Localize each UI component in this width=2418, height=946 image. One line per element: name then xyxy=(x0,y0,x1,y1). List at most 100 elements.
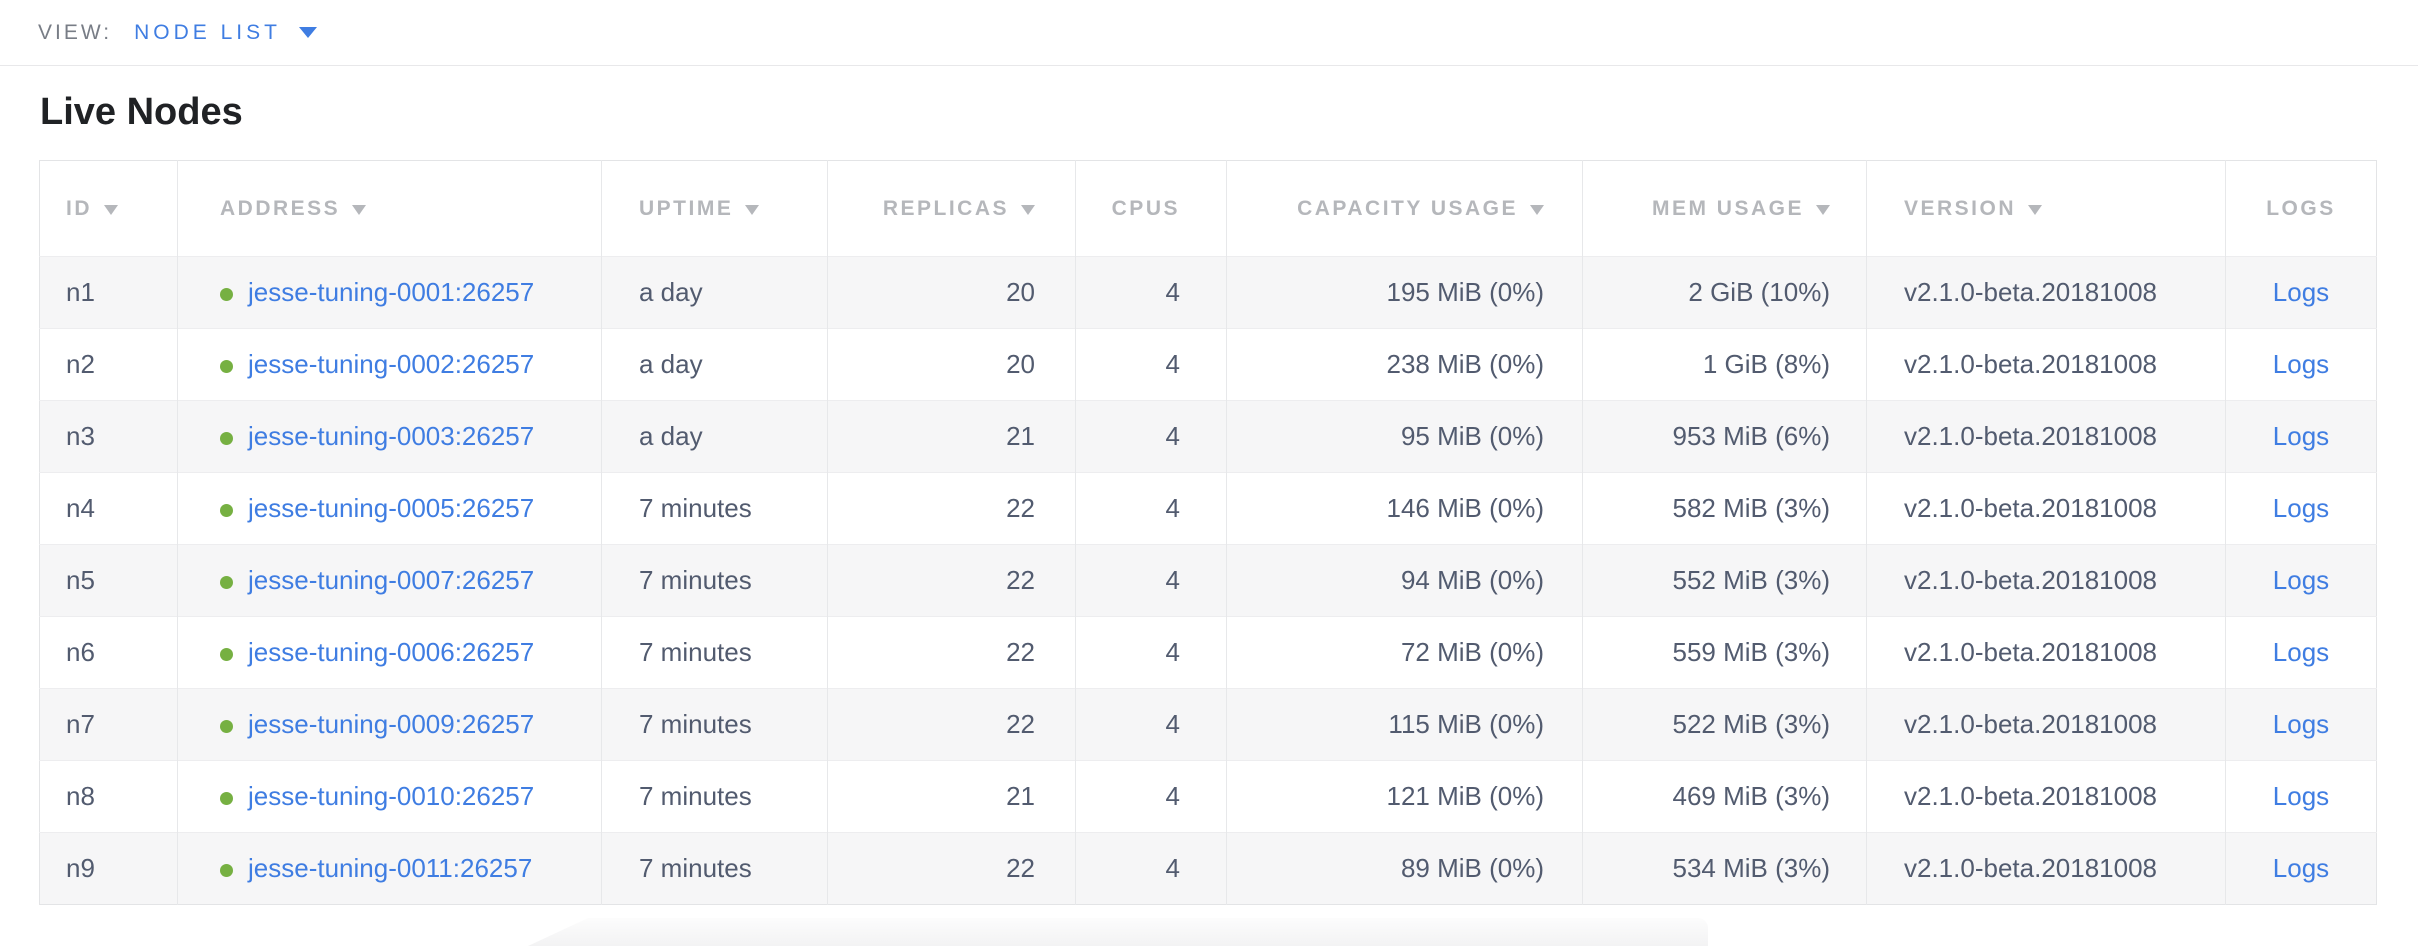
node-address-link[interactable]: jesse-tuning-0002:26257 xyxy=(248,349,535,379)
page-title: Live Nodes xyxy=(40,91,243,133)
cell-address: jesse-tuning-0011:26257 xyxy=(177,832,602,905)
cell-version: v2.1.0-beta.20181008 xyxy=(1866,400,2226,473)
cell-capacity: 238 MiB (0%) xyxy=(1226,328,1583,401)
cell-uptime: a day xyxy=(601,256,828,329)
cell-replicas: 20 xyxy=(827,328,1076,401)
column-header-address[interactable]: ADDRESS xyxy=(177,160,602,257)
logs-link[interactable]: Logs xyxy=(2272,637,2330,667)
live-status-icon xyxy=(220,792,233,805)
cell-version: v2.1.0-beta.20181008 xyxy=(1866,832,2226,905)
node-address-link[interactable]: jesse-tuning-0011:26257 xyxy=(248,853,533,883)
table-row: n2 jesse-tuning-0002:26257 a day 20 4 238 MiB… xyxy=(39,328,2377,401)
cell-uptime: 7 minutes xyxy=(601,544,828,617)
cell-address: jesse-tuning-0010:26257 xyxy=(177,760,602,833)
cell-mem: 1 GiB (8%) xyxy=(1582,328,1867,401)
cell-uptime: 7 minutes xyxy=(601,472,828,545)
cell-id: n4 xyxy=(66,493,95,523)
cell-replicas: 22 xyxy=(827,688,1076,761)
logs-link[interactable]: Logs xyxy=(2272,349,2330,379)
logs-link[interactable]: Logs xyxy=(2272,709,2330,739)
column-header-label: MEM USAGE xyxy=(1651,196,1804,220)
cell-uptime: 7 minutes xyxy=(601,688,828,761)
cell-capacity: 89 MiB (0%) xyxy=(1226,832,1583,905)
table-row: n5 jesse-tuning-0007:26257 7 minutes 22 4 94 … xyxy=(39,544,2377,617)
column-header-label: CPUS xyxy=(1111,196,1180,220)
node-address-link[interactable]: jesse-tuning-0006:26257 xyxy=(248,637,535,667)
column-header-replicas[interactable]: REPLICAS xyxy=(827,160,1076,257)
cell-uptime: a day xyxy=(601,328,828,401)
cell-logs: Logs xyxy=(2225,616,2377,689)
live-status-icon xyxy=(220,864,233,877)
node-address-link[interactable]: jesse-tuning-0009:26257 xyxy=(248,709,535,739)
cell-capacity: 72 MiB (0%) xyxy=(1226,616,1583,689)
table-row: n1 jesse-tuning-0001:26257 a day 20 4 195 MiB… xyxy=(39,256,2377,329)
sort-desc-icon xyxy=(2028,204,2043,215)
logs-link[interactable]: Logs xyxy=(2272,493,2330,523)
node-address-link[interactable]: jesse-tuning-0001:26257 xyxy=(248,277,535,307)
cell-id: n5 xyxy=(66,565,95,595)
cell-version: v2.1.0-beta.20181008 xyxy=(1866,616,2226,689)
sort-desc-icon xyxy=(745,204,760,215)
cell-logs: Logs xyxy=(2225,760,2377,833)
cell-uptime: 7 minutes xyxy=(601,616,828,689)
sort-desc-icon xyxy=(352,204,367,215)
column-header-version[interactable]: VERSION xyxy=(1866,160,2226,257)
column-header-label: UPTIME xyxy=(639,196,734,220)
cell-mem: 559 MiB (3%) xyxy=(1582,616,1867,689)
column-header-label: LOGS xyxy=(2266,196,2336,220)
table-row: n7 jesse-tuning-0009:26257 7 minutes 22 4 115… xyxy=(39,688,2377,761)
cell-capacity: 195 MiB (0%) xyxy=(1226,256,1583,329)
cell-address: jesse-tuning-0001:26257 xyxy=(177,256,602,329)
logs-link[interactable]: Logs xyxy=(2272,853,2330,883)
cell-replicas: 22 xyxy=(827,832,1076,905)
cell-cpus: 4 xyxy=(1075,616,1227,689)
cell-replicas: 22 xyxy=(827,616,1076,689)
view-selector-bar: VIEW: NODE LIST xyxy=(0,0,2418,66)
cell-uptime: a day xyxy=(601,400,828,473)
column-header-label: CAPACITY USAGE xyxy=(1297,196,1518,220)
cell-mem: 582 MiB (3%) xyxy=(1582,472,1867,545)
cell-cpus: 4 xyxy=(1075,328,1227,401)
column-header-uptime[interactable]: UPTIME xyxy=(601,160,828,257)
caret-down-icon xyxy=(298,27,317,38)
column-header-mem[interactable]: MEM USAGE xyxy=(1582,160,1867,257)
cell-cpus: 4 xyxy=(1075,472,1227,545)
cell-replicas: 20 xyxy=(827,256,1076,329)
cell-cpus: 4 xyxy=(1075,400,1227,473)
cell-replicas: 22 xyxy=(827,472,1076,545)
logs-link[interactable]: Logs xyxy=(2272,421,2330,451)
node-address-link[interactable]: jesse-tuning-0005:26257 xyxy=(248,493,535,523)
logs-link[interactable]: Logs xyxy=(2272,277,2330,307)
cell-address: jesse-tuning-0006:26257 xyxy=(177,616,602,689)
logs-link[interactable]: Logs xyxy=(2272,565,2330,595)
logs-link[interactable]: Logs xyxy=(2272,781,2330,811)
cell-uptime: 7 minutes xyxy=(601,760,828,833)
column-header-id[interactable]: ID xyxy=(39,160,178,257)
cell-mem: 534 MiB (3%) xyxy=(1582,832,1867,905)
node-address-link[interactable]: jesse-tuning-0010:26257 xyxy=(248,781,535,811)
cell-version: v2.1.0-beta.20181008 xyxy=(1866,328,2226,401)
cell-mem: 552 MiB (3%) xyxy=(1582,544,1867,617)
cell-logs: Logs xyxy=(2225,832,2377,905)
table-row: n8 jesse-tuning-0010:26257 7 minutes 21 4 121… xyxy=(39,760,2377,833)
cell-capacity: 121 MiB (0%) xyxy=(1226,760,1583,833)
cell-cpus: 4 xyxy=(1075,544,1227,617)
sort-desc-icon xyxy=(1816,204,1830,215)
table-row: n9 jesse-tuning-0011:26257 7 minutes 22 4 89 … xyxy=(39,832,2377,905)
view-dropdown-value: NODE LIST xyxy=(134,20,281,44)
cell-mem: 469 MiB (3%) xyxy=(1582,760,1867,833)
live-status-icon xyxy=(220,360,233,373)
cell-address: jesse-tuning-0009:26257 xyxy=(177,688,602,761)
live-status-icon xyxy=(220,432,233,445)
cell-mem: 2 GiB (10%) xyxy=(1582,256,1867,329)
cell-capacity: 146 MiB (0%) xyxy=(1226,472,1583,545)
cell-capacity: 115 MiB (0%) xyxy=(1226,688,1583,761)
column-header-capacity[interactable]: CAPACITY USAGE xyxy=(1226,160,1583,257)
sort-desc-icon xyxy=(104,204,118,215)
view-dropdown[interactable]: NODE LIST xyxy=(134,21,317,45)
column-header-label: VERSION xyxy=(1904,196,2017,220)
node-address-link[interactable]: jesse-tuning-0007:26257 xyxy=(248,565,535,595)
live-status-icon xyxy=(220,504,233,517)
node-address-link[interactable]: jesse-tuning-0003:26257 xyxy=(248,421,535,451)
cell-cpus: 4 xyxy=(1075,760,1227,833)
